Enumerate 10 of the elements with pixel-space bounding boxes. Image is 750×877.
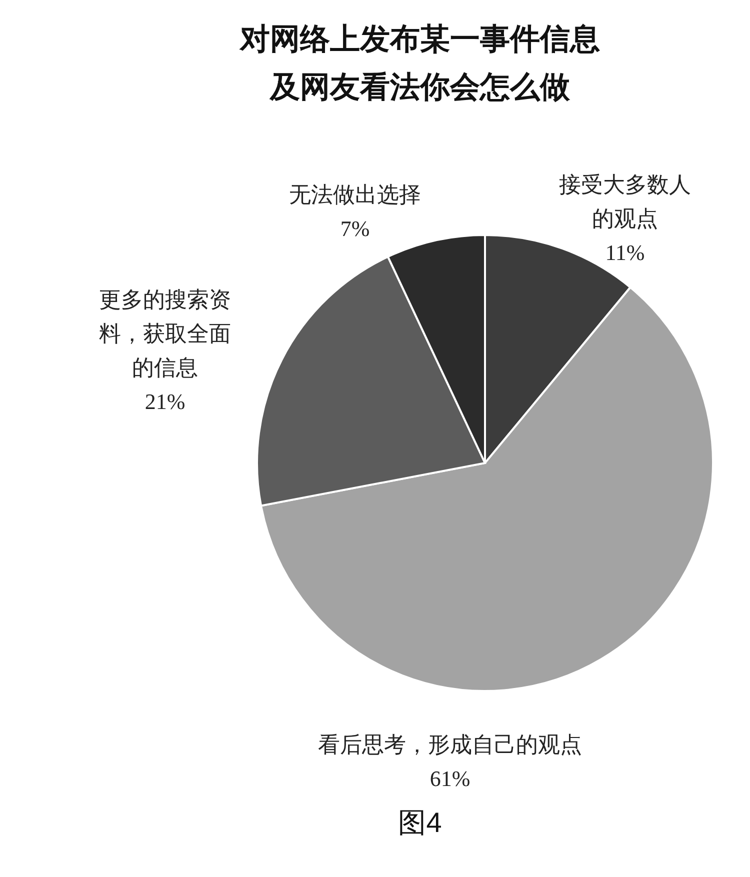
- slice-label: 无法做出选择: [289, 182, 421, 207]
- data-label: 11%: [605, 240, 645, 265]
- slice-label: 更多的搜索资料，获取全面的信息: [99, 287, 231, 380]
- slice-label: 接受大多数人的观点: [559, 172, 691, 231]
- caption: 图4: [398, 807, 442, 838]
- data-label: 21%: [144, 389, 186, 414]
- slice-label: 看后思考，形成自己的观点: [318, 732, 582, 757]
- data-label: 7%: [340, 216, 370, 241]
- chart-title: 对网络上发布某一事件信息及网友看法你会怎么做: [239, 23, 600, 104]
- data-label: 61%: [430, 766, 470, 791]
